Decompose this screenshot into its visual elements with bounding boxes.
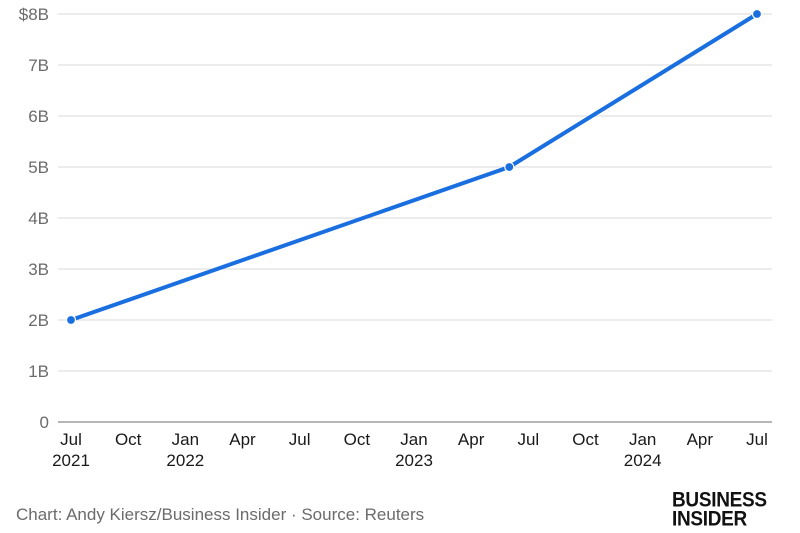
x-tick-label: Jan bbox=[400, 430, 427, 449]
x-tick-year-label: 2021 bbox=[52, 451, 90, 470]
data-point bbox=[65, 314, 77, 326]
x-tick-label: Jan bbox=[629, 430, 656, 449]
series-layer bbox=[65, 8, 763, 326]
x-tick-label: Apr bbox=[687, 430, 714, 449]
x-tick-label: Oct bbox=[115, 430, 142, 449]
x-tick-label: Jul bbox=[289, 430, 311, 449]
y-tick-label: 0 bbox=[40, 413, 49, 432]
y-tick-label: 4B bbox=[28, 209, 49, 228]
y-tick-label: 5B bbox=[28, 158, 49, 177]
data-point bbox=[504, 161, 515, 173]
x-tick-label: Apr bbox=[458, 430, 485, 449]
x-tick-label: Oct bbox=[572, 430, 599, 449]
y-tick-label: 3B bbox=[28, 260, 49, 279]
x-tick-year-label: 2022 bbox=[166, 451, 204, 470]
x-tick-year-label: 2023 bbox=[395, 451, 433, 470]
y-tick-label: 7B bbox=[28, 56, 49, 75]
logo-line-1: BUSINESS bbox=[672, 488, 767, 513]
y-tick-label: $8B bbox=[19, 5, 49, 24]
x-tick-label: Jan bbox=[172, 430, 199, 449]
y-axis-ticks: 0 1B 2B 3B 4B 5B 6B 7B $8B bbox=[19, 5, 49, 432]
business-insider-logo: BUSINESS INSIDER bbox=[672, 488, 772, 532]
y-tick-label: 2B bbox=[28, 311, 49, 330]
logo-line-2: INSIDER bbox=[672, 507, 747, 532]
x-axis-ticks: Jul 2021 Oct Jan 2022 Apr Jul Oct Jan 2023 Apr Jul O… bbox=[52, 430, 768, 470]
data-point bbox=[751, 8, 763, 20]
chart-credit: Chart: Andy Kiersz/Business Insider · So… bbox=[16, 505, 425, 524]
x-tick-label: Apr bbox=[229, 430, 256, 449]
x-tick-label: Jul bbox=[517, 430, 539, 449]
y-tick-label: 6B bbox=[28, 107, 49, 126]
x-tick-label: Oct bbox=[344, 430, 371, 449]
gridlines bbox=[58, 13, 772, 423]
x-tick-label: Jul bbox=[746, 430, 768, 449]
x-tick-year-label: 2024 bbox=[624, 451, 662, 470]
x-tick-label: Jul bbox=[60, 430, 82, 449]
y-tick-label: 1B bbox=[28, 362, 49, 381]
